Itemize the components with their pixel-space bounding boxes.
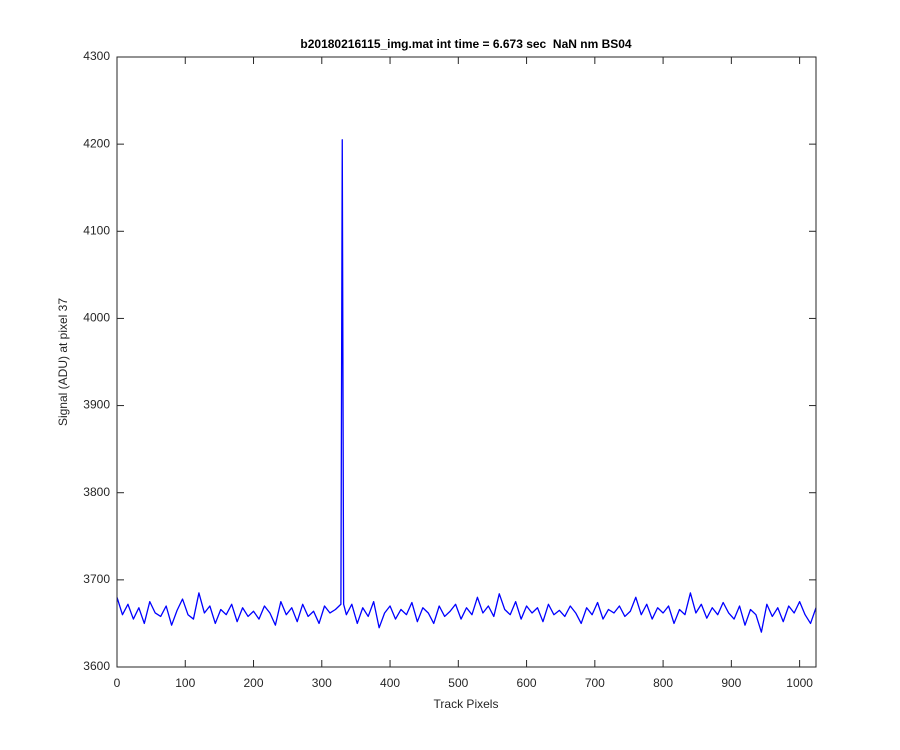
- x-axis-label: Track Pixels: [434, 697, 499, 711]
- x-tick-label: 600: [517, 676, 537, 690]
- y-tick-label: 4200: [83, 136, 110, 150]
- y-tick-label: 3600: [83, 659, 110, 673]
- x-tick-label: 800: [653, 676, 673, 690]
- chart-title: b20180216115_img.mat int time = 6.673 se…: [300, 37, 632, 51]
- data-line: [116, 139, 817, 633]
- x-tick-label: 400: [380, 676, 400, 690]
- x-tick-label: 200: [244, 676, 264, 690]
- y-tick-label: 3900: [83, 398, 110, 412]
- y-axis-label: Signal (ADU) at pixel 37: [56, 298, 70, 426]
- x-tick-label: 900: [721, 676, 741, 690]
- x-tick-label: 700: [585, 676, 605, 690]
- y-tick-label: 4000: [83, 311, 110, 325]
- y-tick-label: 3700: [83, 572, 110, 586]
- axes-box: [116, 56, 817, 668]
- x-tick-label: 500: [448, 676, 468, 690]
- y-tick-label: 3800: [83, 485, 110, 499]
- x-tick-label: 300: [312, 676, 332, 690]
- y-tick-label: 4100: [83, 223, 110, 237]
- plot-area: [117, 57, 816, 667]
- x-tick-label: 0: [114, 676, 121, 690]
- x-tick-label: 1000: [786, 676, 813, 690]
- x-tick-label: 100: [175, 676, 195, 690]
- y-tick-label: 4300: [83, 49, 110, 63]
